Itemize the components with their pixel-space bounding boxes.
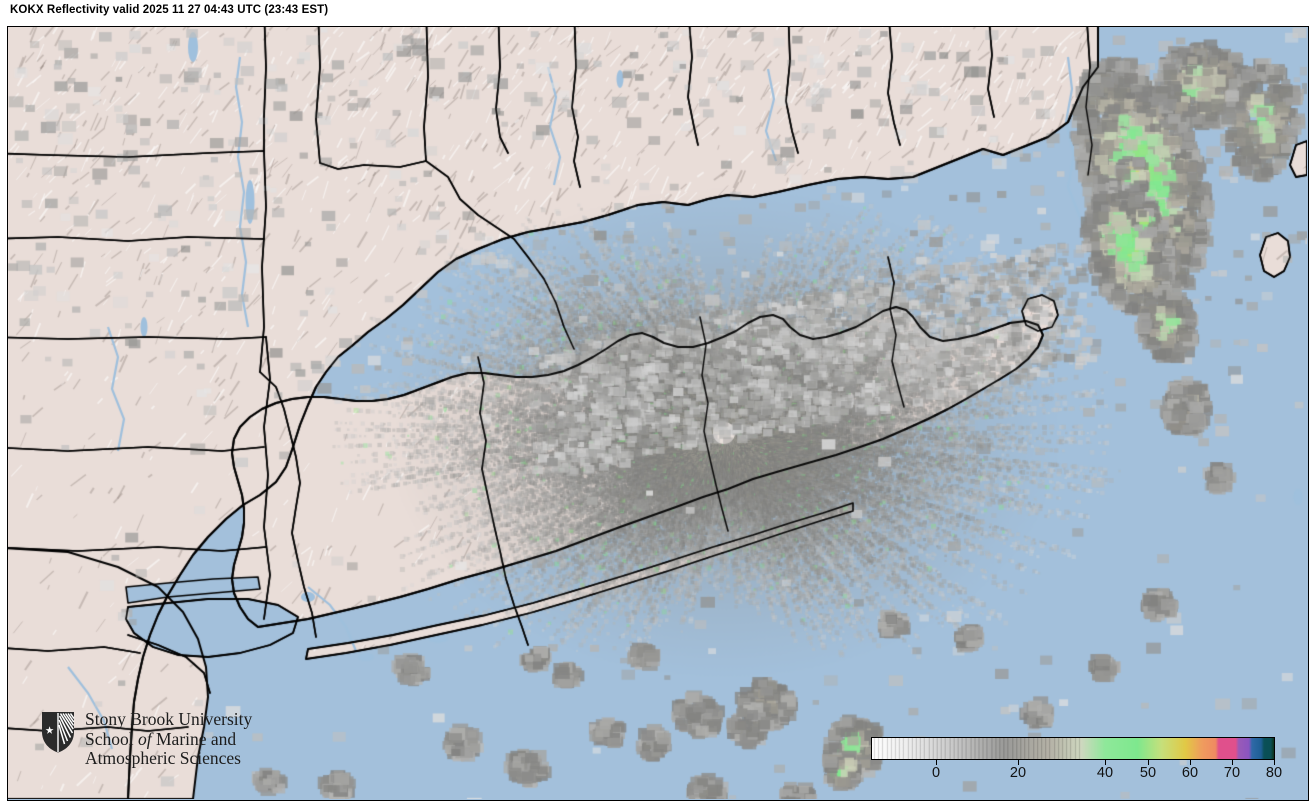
colorbar-gradient[interactable] xyxy=(871,737,1275,760)
page-title: KOKX Reflectivity valid 2025 11 27 04:43… xyxy=(10,4,329,16)
colorbar-tick xyxy=(1148,760,1149,765)
colorbar-tick-axis: 0 20 40 50 60 70 80 xyxy=(871,760,1282,786)
colorbar-tick xyxy=(1018,760,1019,765)
colorbar-tick-label: 60 xyxy=(1181,765,1199,781)
colorbar-tick-label: 40 xyxy=(1096,765,1114,781)
colorbar-tick-label: 70 xyxy=(1223,765,1241,781)
colorbar-tick xyxy=(1232,760,1233,765)
radar-map-canvas[interactable] xyxy=(8,27,1307,799)
colorbar-tick-label: 0 xyxy=(931,765,941,781)
colorbar-tick-label: 50 xyxy=(1139,765,1157,781)
radar-map-frame[interactable] xyxy=(7,26,1309,801)
reflectivity-colorbar[interactable]: 0 20 40 50 60 70 80 xyxy=(871,737,1282,786)
colorbar-tick xyxy=(1190,760,1191,765)
colorbar-tick xyxy=(1274,760,1275,765)
colorbar-tick xyxy=(936,760,937,765)
colorbar-tick-label: 20 xyxy=(1009,765,1027,781)
colorbar-tick xyxy=(1105,760,1106,765)
colorbar-tick-label: 80 xyxy=(1265,765,1283,781)
